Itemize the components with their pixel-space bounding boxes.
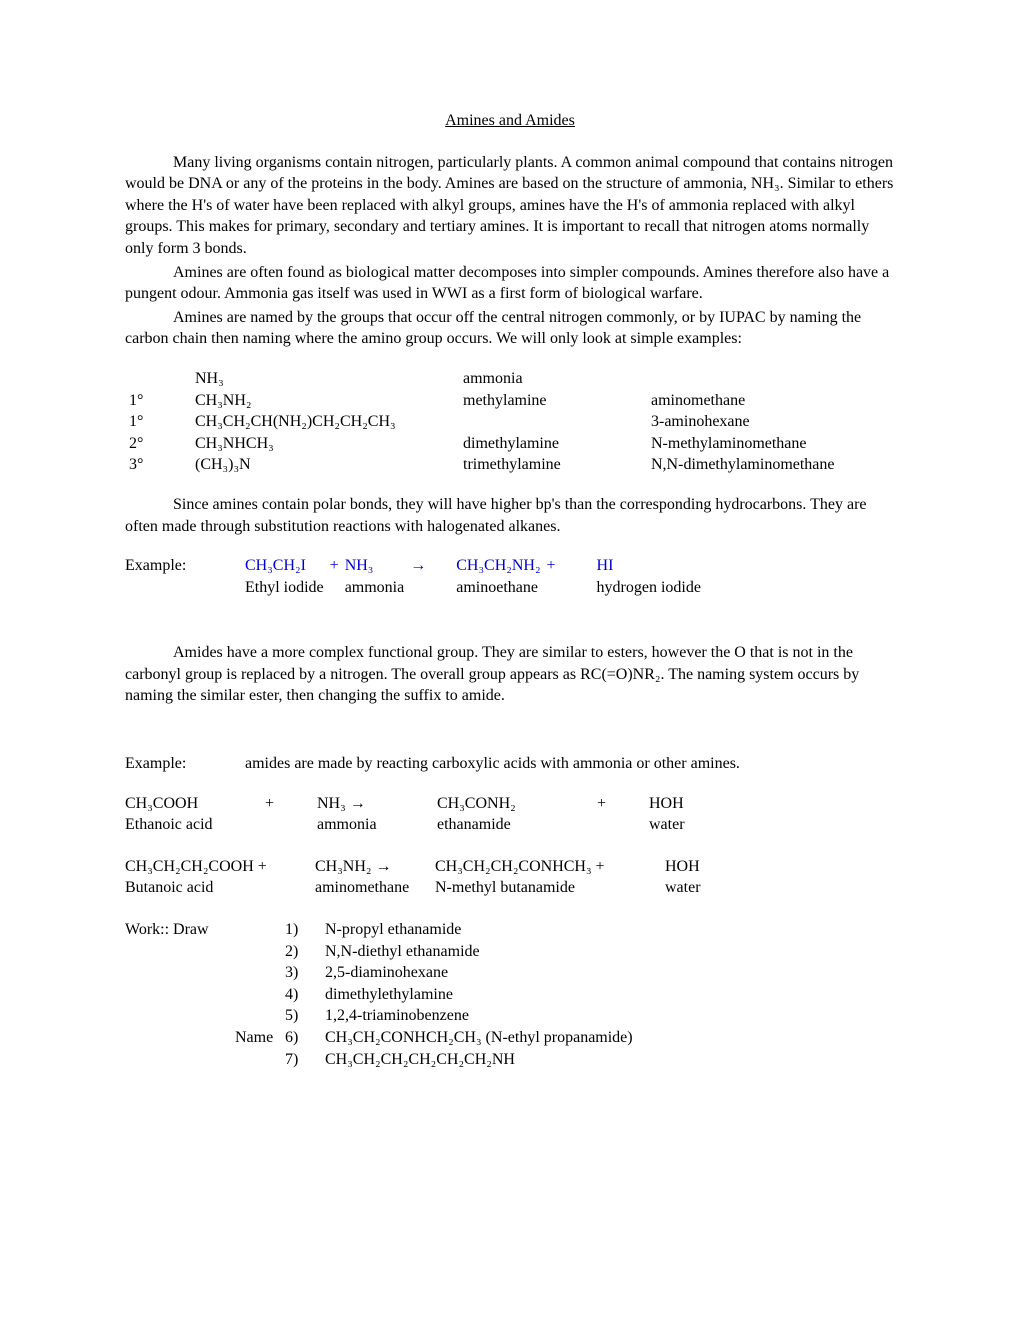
list-item: 1,2,4-triaminobenzene — [325, 1005, 895, 1027]
list-number: 1) — [285, 919, 325, 941]
reactant: CH₃CH₂I — [245, 555, 330, 577]
list-number: 6) — [285, 1027, 325, 1049]
reactant-name: ammonia — [345, 577, 411, 599]
table-row: 1° CH₃CH₂CH(NH₂)CH₂CH₂CH₃ 3-aminohexane — [125, 411, 895, 433]
formula-cell: NH₃ — [191, 368, 459, 390]
common-name-cell: ammonia — [459, 368, 647, 390]
product: HI — [597, 555, 707, 577]
arrow-icon: → — [410, 555, 456, 577]
formula-cell: CH₃NH₂ — [191, 390, 459, 412]
formula-cell: (CH₃)₃N — [191, 454, 459, 476]
reactant: CH₃COOH — [125, 793, 265, 815]
list-number: 4) — [285, 984, 325, 1006]
plus-sign: + — [265, 793, 317, 815]
common-name-cell — [459, 411, 647, 433]
list-number: 3) — [285, 962, 325, 984]
plus-sign: + — [547, 555, 597, 577]
paragraph-4: Since amines contain polar bonds, they w… — [125, 494, 895, 537]
plus-sign: + — [597, 793, 649, 815]
reactant: CH₃NH₂ → — [315, 856, 435, 878]
work-name-label: Name — [235, 1027, 285, 1049]
paragraph-2: Amines are often found as biological mat… — [125, 262, 895, 305]
amide-equation-b: CH₃CH₂CH₂COOH + CH₃NH₂ → CH₃CH₂CH₂CONHCH… — [125, 856, 895, 899]
common-name-cell: trimethylamine — [459, 454, 647, 476]
reactant-name: aminomethane — [315, 877, 435, 899]
page-title: Amines and Amides — [125, 110, 895, 132]
example-2-intro: Example: amides are made by reacting car… — [125, 753, 895, 775]
example-1: Example: CH₃CH₂I + NH₃ → CH₃CH₂NH₂ + HI … — [125, 555, 895, 598]
reactant-name: Butanoic acid — [125, 877, 315, 899]
example-label: Example: — [125, 555, 245, 598]
iupac-name-cell: aminomethane — [647, 390, 895, 412]
table-row: 2° CH₃NHCH₃ dimethylamine N-methylaminom… — [125, 433, 895, 455]
degree-cell: 1° — [125, 390, 191, 412]
degree-cell — [125, 368, 191, 390]
table-row: 3° (CH₃)₃N trimethylamine N,N-dimethylam… — [125, 454, 895, 476]
list-item: CH₃CH₂CONHCH₂CH₃ (N-ethyl propanamide) — [325, 1027, 895, 1049]
product-name: N-methyl butanamide — [435, 877, 665, 899]
reactant-name: ammonia — [317, 814, 437, 836]
work-list: Work:: Draw 1) N-propyl ethanamide 2) N,… — [125, 919, 895, 1070]
product: CH₃CONH₂ — [437, 793, 597, 815]
amine-table: NH₃ ammonia 1° CH₃NH₂ methylamine aminom… — [125, 368, 895, 476]
list-item: CH₃CH₂CH₂CH₂CH₂CH₂NH — [325, 1049, 895, 1071]
product-name: water — [665, 877, 745, 899]
list-item: N,N-diethyl ethanamide — [325, 941, 895, 963]
paragraph-1: Many living organisms contain nitrogen, … — [125, 152, 895, 260]
common-name-cell: methylamine — [459, 390, 647, 412]
degree-cell: 3° — [125, 454, 191, 476]
reactant-name: Ethanoic acid — [125, 814, 265, 836]
iupac-name-cell: 3-aminohexane — [647, 411, 895, 433]
formula-cell: CH₃NHCH₃ — [191, 433, 459, 455]
paragraph-3: Amines are named by the groups that occu… — [125, 307, 895, 350]
table-row: 1° CH₃NH₂ methylamine aminomethane — [125, 390, 895, 412]
product-name: water — [649, 814, 729, 836]
degree-cell: 2° — [125, 433, 191, 455]
reaction-equation: CH₃CH₂I + NH₃ → CH₃CH₂NH₂ + HI Ethyl iod… — [245, 555, 707, 598]
formula-cell: CH₃CH₂CH(NH₂)CH₂CH₂CH₃ — [191, 411, 459, 433]
reactant: NH₃ → — [317, 793, 437, 815]
work-draw-label: Work:: Draw — [125, 919, 235, 941]
plus-sign: + — [330, 555, 345, 577]
list-number: 2) — [285, 941, 325, 963]
reactant-name: Ethyl iodide — [245, 577, 330, 599]
product-name: ethanamide — [437, 814, 597, 836]
product-name: hydrogen iodide — [597, 577, 707, 599]
list-number: 5) — [285, 1005, 325, 1027]
amide-equation-a: CH₃COOH + NH₃ → CH₃CONH₂ + HOH Ethanoic … — [125, 793, 895, 836]
list-number: 7) — [285, 1049, 325, 1071]
product-name: aminoethane — [456, 577, 546, 599]
degree-cell: 1° — [125, 411, 191, 433]
iupac-name-cell: N-methylaminomethane — [647, 433, 895, 455]
example-text: amides are made by reacting carboxylic a… — [245, 753, 740, 775]
common-name-cell: dimethylamine — [459, 433, 647, 455]
product: CH₃CH₂CH₂CONHCH₃ + — [435, 856, 665, 878]
list-item: 2,5-diaminohexane — [325, 962, 895, 984]
product: HOH — [665, 856, 745, 878]
reactant: NH₃ — [345, 555, 411, 577]
product: CH₃CH₂NH₂ — [456, 555, 546, 577]
iupac-name-cell: N,N-dimethylaminomethane — [647, 454, 895, 476]
reactant: CH₃CH₂CH₂COOH + — [125, 856, 315, 878]
iupac-name-cell — [647, 368, 895, 390]
list-item: dimethylethylamine — [325, 984, 895, 1006]
list-item: N-propyl ethanamide — [325, 919, 895, 941]
paragraph-5: Amides have a more complex functional gr… — [125, 642, 895, 707]
product: HOH — [649, 793, 729, 815]
table-row: NH₃ ammonia — [125, 368, 895, 390]
example-label: Example: — [125, 753, 245, 775]
